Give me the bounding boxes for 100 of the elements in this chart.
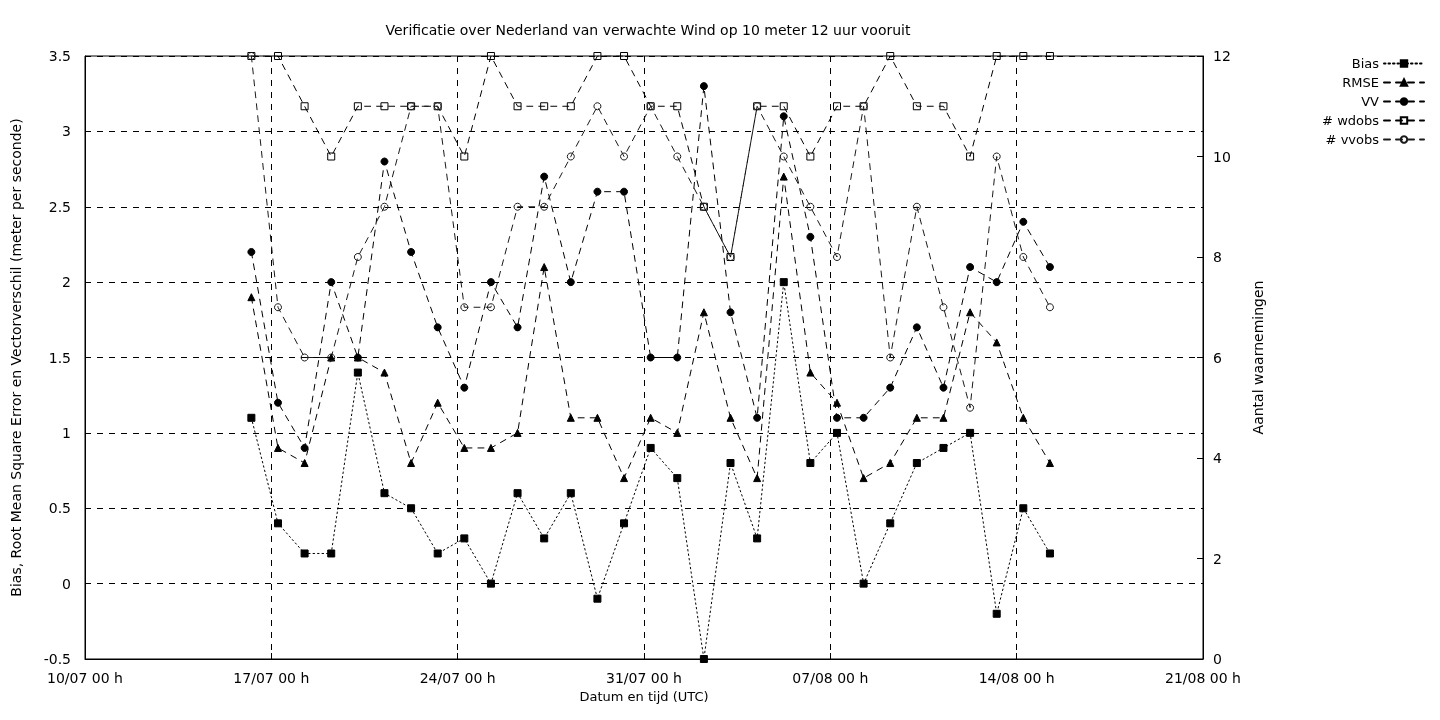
point: [274, 303, 282, 312]
point: [540, 202, 549, 211]
point: [460, 443, 469, 452]
point: [327, 152, 336, 161]
point: [699, 655, 708, 663]
y-tick-label: 2.5: [48, 198, 71, 215]
point: [300, 443, 309, 452]
point: [620, 52, 629, 60]
point: [753, 474, 762, 483]
point: [806, 152, 815, 161]
point: [1045, 549, 1054, 558]
point: [593, 413, 602, 422]
point: [966, 428, 975, 437]
y-tick-label: 0.5: [48, 500, 71, 517]
point: [646, 413, 655, 422]
point: [274, 398, 282, 407]
point: [247, 413, 256, 422]
point: [353, 102, 362, 111]
point: [380, 202, 389, 211]
y2-tick-label: 8: [1213, 249, 1222, 265]
point: [859, 413, 868, 422]
point: [513, 102, 522, 111]
point: [779, 152, 788, 161]
point: [912, 323, 921, 332]
point: [966, 403, 975, 412]
y-tick-label: 3.5: [48, 48, 71, 64]
point: [753, 534, 762, 543]
point: [886, 459, 895, 468]
point: [832, 398, 841, 407]
legend-label: # vvobs: [1325, 132, 1380, 147]
point: [1045, 303, 1054, 312]
point: [433, 398, 442, 407]
point: [939, 383, 948, 392]
point: [726, 413, 735, 422]
point: [593, 187, 602, 196]
point: [939, 443, 948, 452]
point: [832, 102, 841, 111]
point: [273, 519, 282, 528]
y-tick-label: 1: [62, 424, 71, 441]
point: [566, 413, 575, 422]
point: [460, 303, 469, 312]
point: [886, 52, 895, 60]
point: [513, 489, 522, 498]
y2-tick-label: 12: [1213, 48, 1231, 64]
point: [806, 232, 815, 241]
point: [886, 383, 895, 392]
y2-tick-label: 10: [1213, 148, 1231, 165]
point: [327, 278, 336, 287]
chart-title: Verificatie over Nederland van verwachte Wind op 10 meter 12 uur vooruit: [385, 22, 911, 38]
point: [806, 368, 815, 377]
point: [513, 202, 522, 211]
point: [859, 579, 868, 588]
point: [1019, 217, 1028, 226]
point: [699, 308, 708, 317]
point: [1019, 253, 1028, 261]
point: [806, 459, 815, 468]
point: [992, 152, 1001, 161]
point: [992, 338, 1001, 347]
point: [247, 247, 256, 256]
point: [353, 353, 362, 362]
point: [566, 489, 575, 498]
point: [992, 609, 1001, 618]
point: [886, 519, 895, 528]
point: [460, 152, 469, 161]
point: [486, 303, 495, 312]
point: [380, 157, 389, 166]
x-tick-label: 21/08 00 h: [1165, 670, 1241, 686]
point: [513, 428, 522, 437]
x-tick-label: 24/07 00 h: [419, 670, 496, 686]
y-tick-label: 2: [62, 274, 71, 291]
point: [353, 253, 362, 261]
point: [540, 534, 549, 543]
point: [646, 443, 655, 452]
x-tick-label: 07/08 00 h: [792, 670, 869, 686]
point: [912, 202, 921, 211]
point: [540, 263, 549, 272]
point: [966, 152, 975, 161]
point: [1045, 52, 1054, 60]
point: [1045, 459, 1054, 468]
point: [486, 443, 495, 452]
point: [726, 459, 735, 468]
point: [859, 474, 868, 483]
y2-tick-label: 4: [1213, 450, 1222, 466]
point: [620, 152, 629, 161]
point: [1019, 413, 1028, 422]
point: [300, 549, 309, 558]
y-tick-label: -0.5: [43, 651, 71, 667]
point: [939, 303, 948, 312]
point: [673, 474, 682, 483]
point: [566, 278, 575, 287]
legend-label: VV: [1361, 94, 1380, 109]
point: [300, 353, 309, 362]
point: [380, 489, 389, 498]
point: [912, 459, 921, 468]
point: [540, 102, 549, 111]
y-tick-label: 3: [62, 123, 71, 140]
x-axis-title: Datum en tijd (UTC): [579, 688, 709, 704]
point: [593, 102, 602, 111]
point: [407, 459, 416, 468]
point: [646, 353, 655, 362]
